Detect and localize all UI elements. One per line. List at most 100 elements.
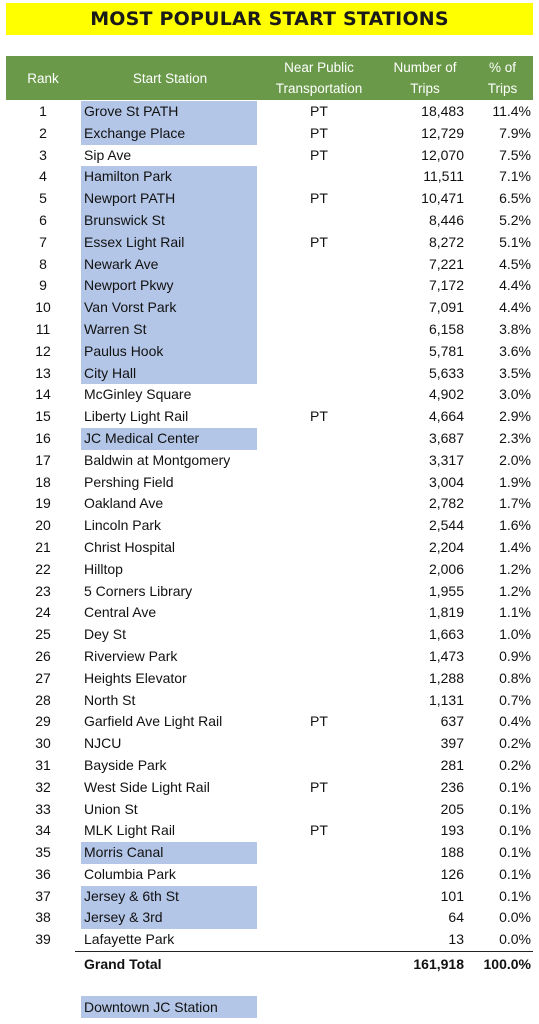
rank-cell: 22 [35,560,51,577]
table-row: 25 Dey St 1,663 1.0% [6,624,533,646]
station-name-cell: Grove St PATH [81,101,257,123]
trips-cell: 1,131 [428,691,464,708]
percent-cell: 0.8% [499,669,531,686]
grand-total-label: Grand Total [84,956,162,972]
rank-cell: 1 [39,103,47,119]
rank-cell: 18 [35,473,51,490]
trips-cell: 397 [440,735,464,752]
trips-cell: 281 [440,756,464,773]
rank-cell: 37 [35,887,51,904]
percent-cell: 6.5% [499,190,531,207]
trips-cell: 1,955 [428,582,464,599]
percent-cell: 0.1% [499,865,531,882]
trips-cell: 7,221 [428,255,464,272]
public-transport-cell: PT [310,408,328,425]
header-num-line1: Number of [393,60,457,75]
trips-cell: 10,471 [421,190,464,207]
percent-cell: 5.2% [499,211,531,228]
station-name-cell: Garfield Ave Light Rail [84,713,223,730]
public-transport-cell: PT [310,103,328,119]
station-name-cell: Lincoln Park [84,517,162,534]
rank-cell: 2 [39,124,47,141]
percent-cell: 1.4% [499,538,531,555]
header-rank: Rank [27,70,59,86]
table-row: 38 Jersey & 3rd 64 0.0% [6,907,533,930]
station-name-cell: North St [84,691,136,708]
table-row: 31 Bayside Park 281 0.2% [6,755,533,777]
public-transport-cell [260,319,378,341]
station-name-cell: McGinley Square [84,386,192,403]
percent-cell: 0.1% [499,778,531,795]
table-row: 18 Pershing Field 3,004 1.9% [6,472,533,494]
trips-cell: 126 [440,865,464,882]
trips-cell: 3,687 [428,429,464,446]
station-name-cell: Lafayette Park [84,931,175,948]
rank-cell: 8 [39,255,47,272]
percent-cell: 3.8% [499,320,531,337]
rank-cell: 39 [35,931,51,948]
table-row: 23 5 Corners Library 1,955 1.2% [6,581,533,603]
percent-cell: 1.7% [499,495,531,512]
table-row: 16 JC Medical Center 3,687 2.3% [6,427,533,450]
station-name-cell: Sip Ave [84,146,132,163]
trips-cell: 13 [448,931,464,948]
public-transport-cell: PT [310,124,328,141]
trips-cell: 3,317 [428,451,464,468]
table-row: 20 Lincoln Park 2,544 1.6% [6,515,533,537]
public-transport-cell [260,515,378,537]
page-title: MOST POPULAR START STATIONS [6,3,533,35]
trips-cell: 8,446 [428,211,464,228]
percent-cell: 1.2% [499,582,531,599]
percent-cell: 2.3% [499,429,531,446]
public-transport-cell [260,166,378,188]
grand-total-row: Grand Total 161,918 100.0% [6,953,533,975]
station-name-cell: Exchange Place [81,122,257,145]
station-name-cell: Paulus Hook [81,340,257,363]
public-transport-cell [260,275,378,297]
station-name-cell: Bayside Park [84,756,167,773]
percent-cell: 0.2% [499,756,531,773]
table-row: 11 Warren St 6,158 3.8% [6,318,533,341]
rank-cell: 27 [35,669,51,686]
rank-cell: 25 [35,626,51,643]
public-transport-cell [260,493,378,515]
percent-cell: 1.2% [499,560,531,577]
table-row: 4 Hamilton Park 11,511 7.1% [6,166,533,189]
percent-cell: 0.9% [499,647,531,664]
trips-cell: 7,172 [428,277,464,294]
trips-cell: 12,729 [421,124,464,141]
trips-cell: 1,819 [428,604,464,621]
public-transport-cell: PT [310,146,328,163]
station-name-cell: Jersey & 3rd [81,907,257,930]
percent-cell: 4.5% [499,255,531,272]
rank-cell: 28 [35,691,51,708]
table-row: 22 Hilltop 2,006 1.2% [6,559,533,581]
percent-cell: 1.9% [499,473,531,490]
table-row: 7 Essex Light Rail PT 8,272 5.1% [6,231,533,254]
rank-cell: 9 [39,277,47,294]
public-transport-cell [260,210,378,232]
percent-cell: 11.4% [492,103,531,119]
percent-cell: 7.5% [499,146,531,163]
station-name-cell: Union St [84,800,138,817]
station-name-cell: Warren St [81,318,257,341]
table-row: 5 Newport PATH PT 10,471 6.5% [6,188,533,210]
table-row: 6 Brunswick St 8,446 5.2% [6,209,533,232]
trips-cell: 64 [448,909,464,926]
table-row: 17 Baldwin at Montgomery 3,317 2.0% [6,450,533,472]
table-row: 12 Paulus Hook 5,781 3.6% [6,340,533,363]
trips-cell: 7,091 [428,299,464,316]
percent-cell: 0.0% [499,909,531,926]
table-row: 10 Van Vorst Park 7,091 4.4% [6,297,533,319]
table-row: 14 McGinley Square 4,902 3.0% [6,384,533,406]
rank-cell: 38 [35,909,51,926]
rank-cell: 36 [35,865,51,882]
station-name-cell: Christ Hospital [84,538,176,555]
trips-cell: 4,664 [428,408,464,425]
public-transport-cell [260,602,378,624]
station-name-cell: Riverview Park [84,647,178,664]
public-transport-cell [260,254,378,276]
station-name-cell: Essex Light Rail [81,231,257,254]
table-header: Rank Start Station Near Public Transporta… [6,56,533,100]
table-row: 13 City Hall 5,633 3.5% [6,362,533,385]
